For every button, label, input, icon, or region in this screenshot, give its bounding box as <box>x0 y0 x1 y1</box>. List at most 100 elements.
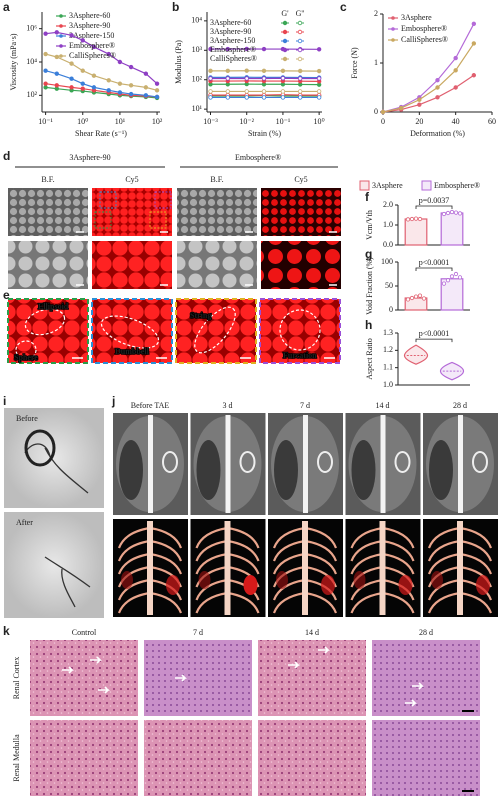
angiogram <box>4 408 104 508</box>
marker <box>117 90 123 95</box>
marker <box>280 76 286 81</box>
vertebra <box>457 521 463 615</box>
rib <box>350 552 415 575</box>
y-axis-title: Aspect Ratio <box>365 338 374 380</box>
legend-marker <box>59 14 63 18</box>
legend-label: CalliSpheres® <box>401 35 448 44</box>
column-title: B.F. <box>210 175 223 184</box>
ct-spine <box>148 415 153 513</box>
ct-gut <box>119 440 143 500</box>
angiogram <box>4 512 104 618</box>
vertebra <box>147 521 153 615</box>
marker <box>316 95 322 100</box>
arrow <box>62 666 74 674</box>
rib <box>117 526 183 549</box>
marker <box>417 97 422 102</box>
kidney-3d <box>353 571 366 589</box>
column-title: Cy5 <box>125 175 138 184</box>
legend-label: 3Asphere-60 <box>210 18 251 27</box>
rib <box>195 539 260 562</box>
legend-header: G' <box>281 9 289 18</box>
data-point <box>413 216 419 221</box>
shape-outline <box>100 315 160 349</box>
data-point <box>417 216 423 222</box>
vessel <box>44 556 91 608</box>
marker <box>43 68 48 73</box>
marker <box>225 46 230 52</box>
arrow <box>405 699 417 707</box>
rib <box>195 591 260 614</box>
series-line <box>382 43 475 113</box>
vertebra <box>379 521 386 615</box>
series-line <box>45 31 158 85</box>
micrograph-zoom <box>175 298 257 364</box>
micrograph-zoom <box>91 298 173 364</box>
arrow <box>288 661 300 669</box>
p-value: p=0.0037 <box>419 196 450 205</box>
rib <box>350 591 415 614</box>
y-tick-label: 10² <box>192 75 203 84</box>
y-tick-label: 2.0 <box>383 200 393 209</box>
series-line <box>45 53 158 91</box>
marker <box>143 85 149 90</box>
legend-marker <box>297 29 303 35</box>
marker <box>128 91 134 97</box>
rib <box>117 552 183 575</box>
legend-marker <box>297 38 303 44</box>
image-label: Before <box>16 414 38 423</box>
marker <box>244 95 249 100</box>
data-point <box>445 210 451 216</box>
timepoint-label: 7 d <box>193 628 203 637</box>
legend-label: 3Asphere-90 <box>210 27 251 36</box>
y-tick-label: 10¹ <box>192 104 203 113</box>
marker <box>471 73 477 78</box>
shape-outline <box>15 340 37 360</box>
panel-letter: d <box>3 149 10 163</box>
rib <box>350 526 415 549</box>
panel-letter: k <box>3 624 10 638</box>
marker <box>453 85 458 90</box>
timepoint-label: 28 d <box>453 401 467 410</box>
marker <box>43 31 48 36</box>
timepoint-label: 7 d <box>300 401 310 410</box>
kidney-3d <box>198 571 211 589</box>
panel-letter: a <box>3 0 10 14</box>
y-tick-label: 2 <box>374 9 378 18</box>
y-tick-label: 100 <box>381 257 393 266</box>
kidney-3d <box>476 575 490 595</box>
timepoint-label: 28 d <box>419 628 433 637</box>
shape-outline <box>279 309 321 351</box>
data-point <box>417 293 423 298</box>
ct-spine <box>458 415 463 513</box>
shape-label: Sphere <box>14 353 38 362</box>
legend-label: Embosphere® <box>434 181 480 190</box>
legend-marker <box>282 20 288 26</box>
roi-box <box>94 211 112 229</box>
timepoint-label: Before TAE <box>131 401 170 410</box>
legend-marker <box>59 34 63 38</box>
significance-bracket <box>415 205 453 209</box>
shape-label: Ellipsoid <box>38 302 69 311</box>
marker <box>225 95 230 100</box>
rib <box>272 591 338 614</box>
marker <box>69 76 74 81</box>
micrograph-zoom <box>259 298 341 364</box>
roi-box <box>149 211 167 229</box>
kidney-3d <box>243 575 258 595</box>
significance-bracket <box>415 338 453 343</box>
shape-outline <box>24 308 66 336</box>
data-point <box>449 209 455 215</box>
kidney-3d <box>121 571 133 589</box>
ct-kidney <box>394 451 411 473</box>
roi-box <box>154 191 172 209</box>
y-axis-title: Vcm/Vth <box>365 210 374 240</box>
marker <box>244 89 249 94</box>
bar <box>440 212 464 246</box>
legend-label: 3Asphere-90 <box>69 21 110 30</box>
marker <box>106 51 111 57</box>
timepoint-label: 3 d <box>223 401 233 410</box>
marker <box>208 68 213 74</box>
series-line <box>45 83 158 98</box>
arrow <box>412 682 424 690</box>
legend-marker <box>297 47 303 53</box>
